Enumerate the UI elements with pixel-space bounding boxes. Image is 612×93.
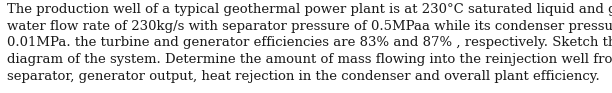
Text: The production well of a typical geothermal power plant is at 230°C saturated li: The production well of a typical geother… bbox=[7, 3, 612, 83]
